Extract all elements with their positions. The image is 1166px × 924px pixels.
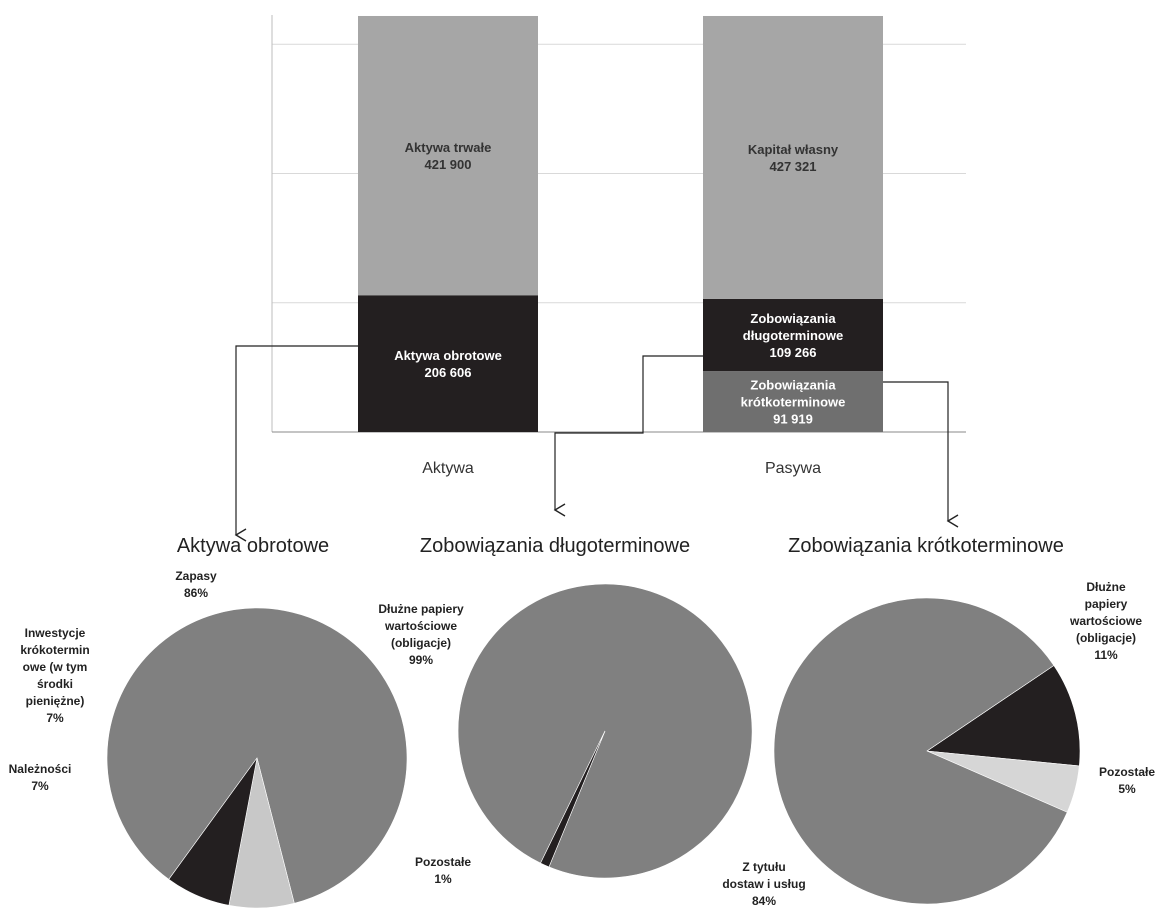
bar-segment-2 [358, 15, 538, 296]
pie-slice-label: 86% [184, 586, 208, 600]
pie-chart-zobowiazania-dlugoterminowe: Zobowiązania długoterminowe Dłużne papie… [378, 535, 753, 886]
pie-slice-label: pieniężne) [26, 694, 85, 708]
bar-segment-label: 109 266 [770, 345, 817, 360]
pie-slice-label: Pozostałe [415, 855, 471, 869]
pie-slice-1 [106, 607, 408, 904]
category-label: Pasywa [765, 460, 821, 477]
pie-slice-label: Inwestycje [25, 626, 86, 640]
pie-slice-label: (obligacje) [391, 636, 451, 650]
pie-slice-label: owe (w tym [23, 660, 88, 674]
pie-slice-3 [168, 757, 258, 906]
bar-segment-label: Aktywa obrotowe [394, 348, 502, 363]
bar-segment-label: Zobowiązania [750, 311, 836, 326]
pie-slice-label: Dłużne [1086, 580, 1126, 594]
pie-labels: Dłużne papiery wartościowe (obligacje) 99% P… [378, 602, 471, 886]
bar-segments [358, 15, 883, 432]
arrow-zobowiazania-dlugoterminowe [553, 355, 703, 517]
connector-arrows [234, 345, 959, 542]
bar-segment-label: krótkoterminowe [741, 395, 846, 410]
pie-slice-label: Zapasy [175, 569, 217, 583]
pie-slices [106, 607, 408, 909]
pie-labels: Dłużne papiery wartościowe (obligacje) 11% Po… [722, 580, 1155, 908]
pie-slice-label: 11% [1094, 648, 1118, 662]
pie-slice-label: papiery [1085, 597, 1128, 611]
pie-slice-label: 84% [752, 894, 776, 908]
bar-segment-label: 91 919 [773, 412, 813, 427]
pie-chart-zobowiazania-krotkoterminowe: Zobowiązania krótkoterminowe Dłużne papie… [722, 535, 1155, 908]
bar-segment-label: Aktywa trwałe [405, 140, 492, 155]
pie-title: Zobowiązania krótkoterminowe [788, 535, 1064, 557]
pie-title: Zobowiązania długoterminowe [420, 535, 690, 557]
pie-slice-label: (obligacje) [1076, 631, 1136, 645]
pie-slice-label: 7% [46, 711, 64, 725]
pie-slice-label: wartościowe [1069, 614, 1142, 628]
pie-slice-label: wartościowe [384, 619, 457, 633]
pie-slice-label: Pozostałe [1099, 765, 1155, 779]
pie-slice-1 [926, 665, 1081, 767]
pie-slices [457, 583, 753, 879]
category-label: Aktywa [422, 460, 474, 477]
arrow-zobowiazania-krotkoterminowe [883, 381, 959, 528]
pie-slice-label: 99% [409, 653, 433, 667]
bar-segment-5 [703, 15, 883, 299]
pie-slices [773, 597, 1081, 905]
arrow-aktywa-obrotowe [234, 345, 358, 542]
pie-chart-aktywa-obrotowe: Aktywa obrotowe Zapasy 86% Inwestycje króko… [9, 535, 408, 909]
pie-slice-label: 7% [31, 779, 49, 793]
category-labels: Aktywa Pasywa [422, 460, 821, 477]
pie-slice-label: dostaw i usług [722, 877, 805, 891]
pie-slice-label: środki [37, 677, 73, 691]
pie-slice-label: krókotermin [20, 643, 89, 657]
pie-slice-label: Z tytułu [742, 860, 785, 874]
bar-segment-labels: Aktywa obrotowe 206 606 Aktywa trwałe 421 9… [394, 140, 845, 426]
bar-segment-label: 206 606 [425, 365, 472, 380]
bar-segment-1 [358, 295, 538, 432]
pie-slice-label: 5% [1118, 782, 1136, 796]
pie-title: Aktywa obrotowe [177, 535, 329, 557]
pie-slice-2 [540, 730, 606, 868]
pie-labels: Zapasy 86% Inwestycje krókotermin owe (w tym… [9, 569, 217, 793]
pie-slice-label: Dłużne papiery [378, 602, 464, 616]
bar-segment-3 [703, 371, 883, 432]
bar-segment-label: 421 900 [425, 157, 472, 172]
bar-segment-label: Zobowiązania [750, 378, 836, 393]
bar-segment-label: 427 321 [770, 159, 817, 174]
bar-segment-4 [703, 298, 883, 372]
stacked-bar-chart: Aktywa obrotowe 206 606 Aktywa trwałe 421 9… [271, 15, 966, 477]
pie-slice-label: 1% [434, 872, 452, 886]
bar-segment-label: Kapitał własny [748, 142, 839, 157]
pie-slice-3 [773, 597, 1068, 905]
pie-slice-label: Należności [9, 762, 72, 776]
bar-segment-label: długoterminowe [743, 328, 843, 343]
